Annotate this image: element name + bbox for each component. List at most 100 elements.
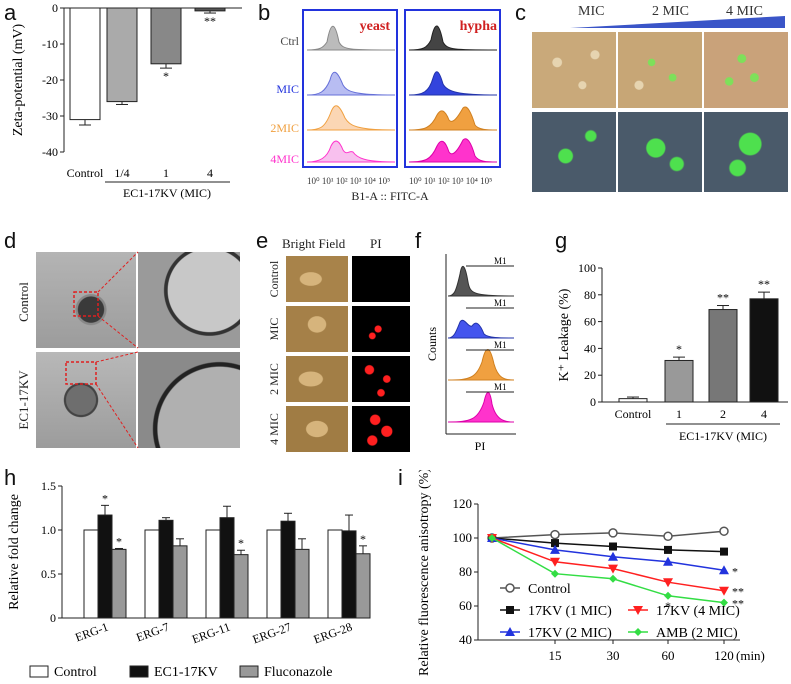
h-bar — [327, 529, 343, 619]
g-ytick-label: 100 — [578, 261, 596, 275]
h-legend-label: Fluconazole — [264, 665, 332, 680]
flow-histogram-panel-b: yeast hypha Ctrl MIC 2MIC 4MIC 10⁰ 10¹ 1… — [270, 9, 501, 200]
h-ylabel: Relative fold change — [7, 494, 22, 610]
mic-gradient-wedge — [570, 16, 785, 28]
h-legend-label: EC1-17KV — [154, 665, 218, 680]
hist-yeast-mic — [306, 71, 396, 96]
i-data-point — [488, 534, 496, 542]
i-data-point — [608, 551, 618, 561]
h-bar — [280, 520, 296, 619]
hist-hypha-ctrl — [408, 25, 498, 51]
tem-row-ec1: EC1-17KV — [16, 370, 31, 430]
i-data-point — [550, 557, 560, 567]
g-sig-mark: ** — [758, 277, 770, 291]
h-ytick-label: 1.5 — [41, 479, 56, 493]
h-ytick-label: 1.0 — [41, 523, 56, 537]
a-ytick-label: -10 — [42, 37, 58, 51]
i-xtick-label: 15 — [549, 648, 562, 663]
g-sig-mark: ** — [717, 291, 729, 305]
row-label-4mic: 4MIC — [270, 152, 299, 166]
a-ytick-label: -20 — [42, 73, 58, 87]
h-legend-swatch — [129, 665, 149, 678]
row-label-mic: MIC — [276, 82, 299, 96]
i-sig-mark: ** — [732, 597, 744, 611]
h-bar — [219, 517, 235, 619]
h-xtick-label: ERG-1 — [73, 620, 110, 645]
h-bar — [172, 545, 188, 619]
a-group-label: EC1-17KV (MIC) — [123, 186, 211, 200]
zoom-line-ec1-2 — [95, 383, 139, 448]
zoom-box-control — [73, 291, 99, 317]
row-mic: MIC — [267, 318, 281, 341]
tem-control-overview — [36, 252, 136, 348]
h-bar — [355, 553, 371, 619]
panel-label-e: e — [256, 228, 269, 253]
h-legend-swatch — [29, 665, 49, 678]
m1-label-4: M1 — [494, 382, 507, 392]
bf-2mic — [286, 356, 348, 402]
hist-hypha-2mic — [408, 106, 498, 131]
i-xtick-label: 120 — [714, 648, 734, 663]
i-series-line — [491, 537, 725, 572]
h-bar — [83, 529, 99, 619]
i-data-point — [551, 569, 559, 578]
a-xtick-label: Control — [67, 166, 104, 180]
zoom-line-ec1-1 — [95, 351, 139, 363]
zoom-box-ec1 — [65, 361, 97, 385]
micrograph-yeast-4mic — [704, 32, 788, 108]
tem-ec1-zoom — [138, 352, 240, 448]
hypha-label: hypha — [460, 19, 497, 34]
g-ytick-label: 40 — [584, 341, 596, 355]
i-data-point — [608, 564, 618, 574]
h-bar — [341, 530, 357, 619]
a-bar — [106, 7, 138, 103]
g-ytick-label: 0 — [590, 395, 596, 409]
a-bar — [150, 7, 182, 65]
g-group-label: EC1-17KV (MIC) — [679, 429, 767, 443]
i-data-point — [550, 544, 560, 554]
hist-yeast-2mic — [306, 105, 396, 131]
tem-row-control: Control — [16, 282, 31, 322]
hypha-frame — [404, 9, 501, 168]
bf-control — [286, 256, 348, 302]
h-bar — [205, 529, 221, 619]
panel-label-a: a — [4, 0, 17, 25]
i-data-point — [720, 547, 728, 556]
i-ytick-label: 100 — [453, 530, 473, 545]
i-data-point — [663, 556, 673, 566]
mic-gradient-header: MIC 2 MIC 4 MIC — [570, 4, 785, 28]
g-bar — [618, 398, 648, 403]
g-bar — [708, 309, 738, 403]
h-bar — [233, 554, 249, 619]
a-sig-mark: ** — [204, 14, 216, 28]
i-data-point — [664, 545, 672, 554]
i-ytick-label: 120 — [453, 496, 473, 511]
tem-overlay: Control EC1-17KV — [16, 251, 139, 448]
a-bar — [194, 7, 226, 12]
a-bar — [69, 7, 101, 121]
f-hist-2mic — [447, 349, 515, 381]
i-x-unit: (min) — [736, 648, 765, 663]
panel-label-f: f — [415, 228, 422, 253]
tick-labels-hypha: 10⁰ 10¹ 10² 10³ 10⁴ 10⁵ — [409, 176, 492, 186]
hist-hypha-mic — [408, 71, 498, 96]
tick-labels-yeast: 10⁰ 10¹ 10² 10³ 10⁴ 10⁵ — [307, 176, 390, 186]
a-xtick-label: 4 — [207, 166, 213, 180]
row-label-2mic: 2MIC — [270, 121, 299, 135]
i-data-point — [719, 565, 729, 575]
panel-label-c: c — [515, 0, 526, 25]
micrograph-yeast-mic — [532, 32, 616, 108]
pi-mic — [352, 306, 410, 352]
hist-yeast-4mic — [306, 140, 396, 163]
i-data-point — [550, 529, 560, 540]
panel-d-tem: Control EC1-17KV — [14, 232, 242, 448]
h-bar — [266, 529, 282, 619]
i-xtick-label: 30 — [607, 648, 620, 663]
h-sig-mark: * — [116, 534, 122, 548]
g-ytick-label: 20 — [584, 368, 596, 382]
micrograph-hypha-4mic — [704, 112, 788, 192]
i-data-point — [719, 526, 729, 536]
i-legend-label: 17KV (1 MIC) — [528, 604, 612, 619]
panel-b-xlabel: B1-A :: FITC-A — [351, 189, 429, 200]
h-bar — [294, 548, 310, 619]
